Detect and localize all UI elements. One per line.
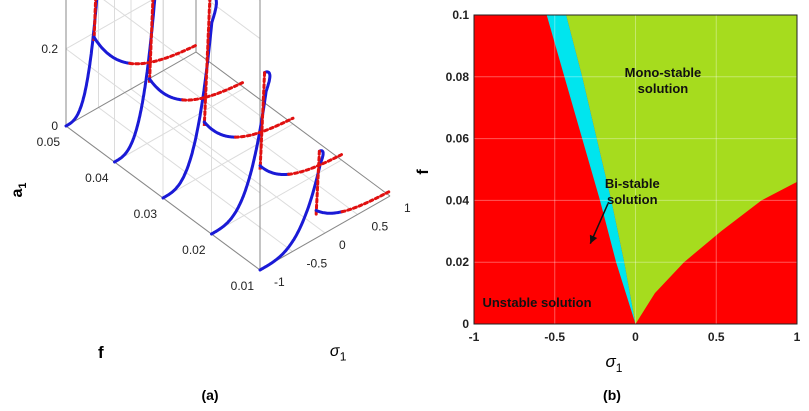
stable-branch — [258, 164, 291, 176]
panel-a-y-axis-label: f — [98, 343, 104, 362]
y-tick-label: 0 — [462, 317, 469, 331]
stable-branch — [64, 0, 99, 128]
f-tick-label: 0.02 — [182, 243, 206, 257]
unstable-branch — [181, 80, 246, 102]
box-edge — [259, 195, 391, 271]
y-tick-label: 0.1 — [452, 8, 469, 22]
x-tick-label: -1 — [469, 330, 480, 344]
f-tick-label: 0.04 — [85, 171, 109, 185]
side-wall-grid-horizontal — [207, 0, 261, 39]
panel-a-curves — [64, 0, 392, 272]
annotation-arrow-head — [589, 234, 598, 244]
panel-a-label: (a) — [201, 387, 218, 403]
region-annotation: Unstable solution — [482, 295, 591, 310]
unstable-branch — [233, 116, 295, 139]
floor-grid-f — [162, 123, 294, 199]
panel-a-box — [65, 0, 391, 271]
stable-branch — [314, 208, 344, 215]
stable-branch — [92, 35, 132, 65]
back-wall-grid-horizontal — [65, 0, 153, 50]
stable-branch — [210, 70, 272, 236]
panel-a: -1-0.500.510.050.040.030.020.0100.20.40.… — [9, 0, 411, 403]
panel-a-x-axis-label: σ1 — [330, 342, 347, 364]
region-annotation: Mono-stable — [625, 65, 702, 80]
sigma-tick-label: -1 — [274, 275, 285, 289]
panel-b: -1 -0.5 0 0.5 1 0 0.02 0.04 0.06 0.08 0.1 Mono-sta… — [415, 8, 801, 403]
stable-branch — [258, 149, 325, 272]
amplitude-tick-label: 0 — [51, 119, 58, 133]
panel-b-regions — [474, 15, 797, 324]
sigma-tick-label: 0 — [339, 238, 346, 252]
y-tick-label: 0.06 — [446, 132, 470, 146]
panel-a-z-axis-label: a1 — [9, 182, 29, 197]
f-tick-label: 0.03 — [134, 207, 158, 221]
unstable-branch — [148, 0, 155, 83]
x-tick-label: 1 — [794, 330, 801, 344]
panel-b-label: (b) — [603, 387, 621, 403]
stable-branch — [202, 120, 237, 139]
stable-branch — [148, 77, 185, 102]
sigma-tick-label: 1 — [404, 201, 411, 215]
stable-branch — [161, 0, 218, 200]
mono-stable-region — [566, 15, 797, 324]
y-tick-label: 0.08 — [446, 70, 470, 84]
unstable-branch — [287, 153, 343, 176]
side-wall-grid-horizontal — [103, 0, 261, 117]
y-tick-label: 0.04 — [446, 193, 470, 207]
floor-grid-f — [114, 87, 245, 163]
x-tick-label: 0.5 — [708, 330, 725, 344]
panel-b-y-axis-label: f — [415, 169, 432, 175]
panel-a-tick-labels: -1-0.500.510.050.040.030.020.0100.20.40.… — [37, 42, 411, 293]
side-wall-grid-horizontal — [65, 48, 261, 194]
panel-b-annotations: Mono-stablesolutionBi-stablesolutionUnst… — [482, 65, 701, 310]
region-annotation: solution — [638, 81, 689, 96]
f-tick-label: 0.01 — [231, 279, 255, 293]
amplitude-tick-label: 0.2 — [41, 42, 58, 56]
stable-branch — [113, 0, 157, 164]
unstable-branch — [128, 43, 198, 66]
panel-b-frame — [473, 14, 798, 325]
unstable-branch — [340, 189, 392, 214]
x-tick-label: -0.5 — [544, 330, 565, 344]
panel-b-x-axis-label: σ1 — [606, 352, 623, 375]
unstable-branch — [314, 149, 321, 215]
panel-b-tick-labels: -1 -0.5 0 0.5 1 0 0.02 0.04 0.06 0.08 0.1 — [446, 8, 801, 344]
region-annotation: solution — [607, 192, 658, 207]
sigma-tick-label: -0.5 — [307, 257, 328, 271]
unstable-branch — [258, 71, 267, 170]
box-edge — [65, 51, 197, 127]
x-tick-label: 0 — [632, 330, 639, 344]
unstable-branch — [202, 0, 212, 126]
y-tick-label: 0.02 — [446, 255, 470, 269]
region-annotation: Bi-stable — [605, 176, 660, 191]
bi-stable-region — [546, 15, 636, 324]
unstable-branch — [92, 0, 98, 42]
sigma-tick-label: 0.5 — [372, 220, 389, 234]
f-tick-label: 0.05 — [37, 135, 61, 149]
box-edge — [195, 51, 391, 197]
